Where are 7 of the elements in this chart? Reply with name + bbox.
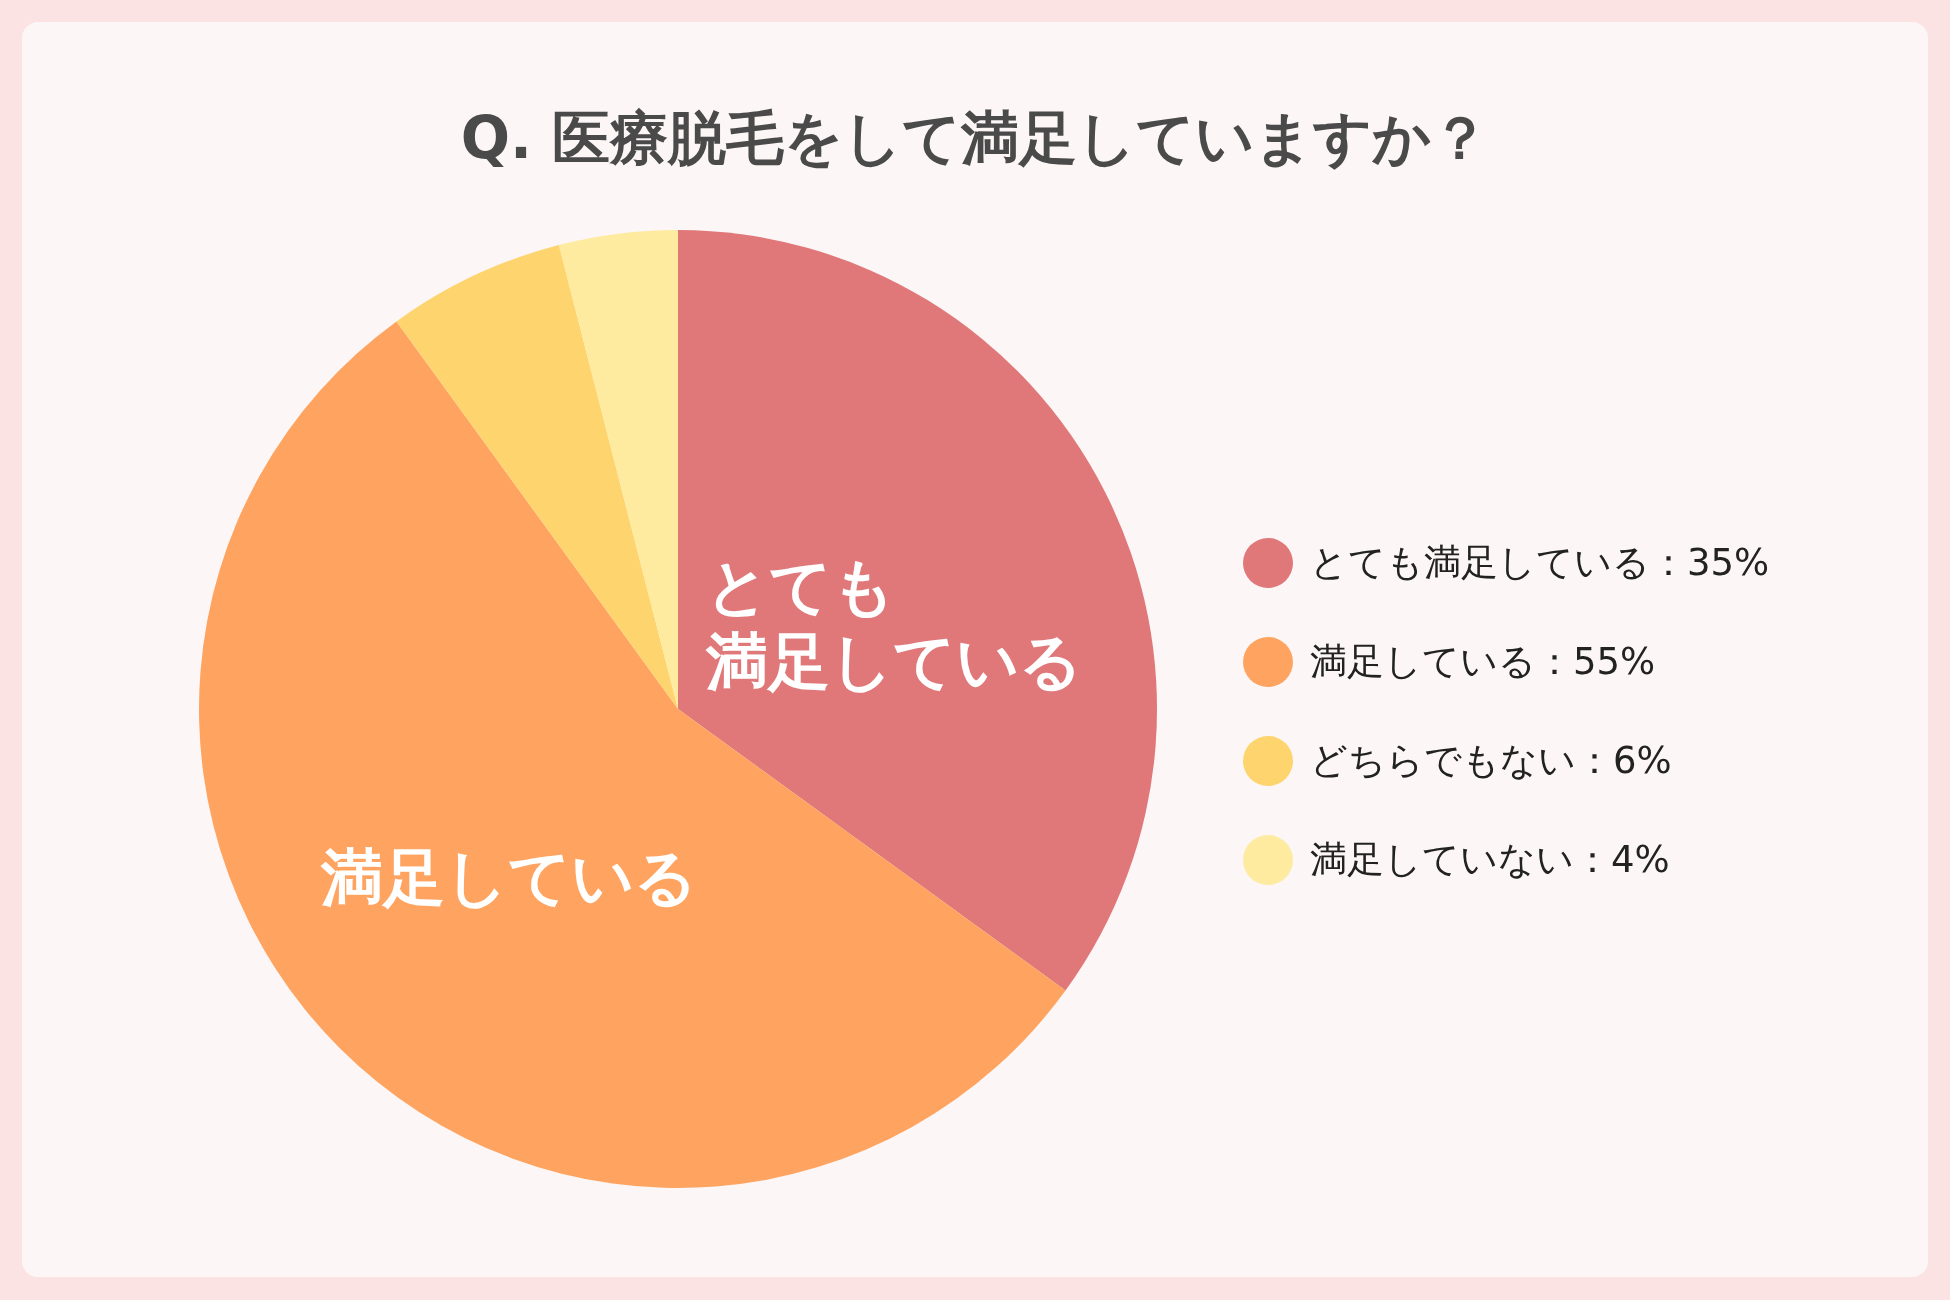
legend-label: 満足している：55%	[1310, 639, 1656, 685]
legend-label: とても満足している：35%	[1310, 540, 1770, 586]
legend-label: どちらでもない：6%	[1310, 738, 1672, 784]
text: とても満足している	[706, 550, 1082, 698]
chart-title: Q. 医療脱毛をして満足していますか？	[459, 103, 1491, 174]
legend-label: 満足していない：4%	[1310, 837, 1670, 883]
text: 満足している	[319, 840, 698, 917]
